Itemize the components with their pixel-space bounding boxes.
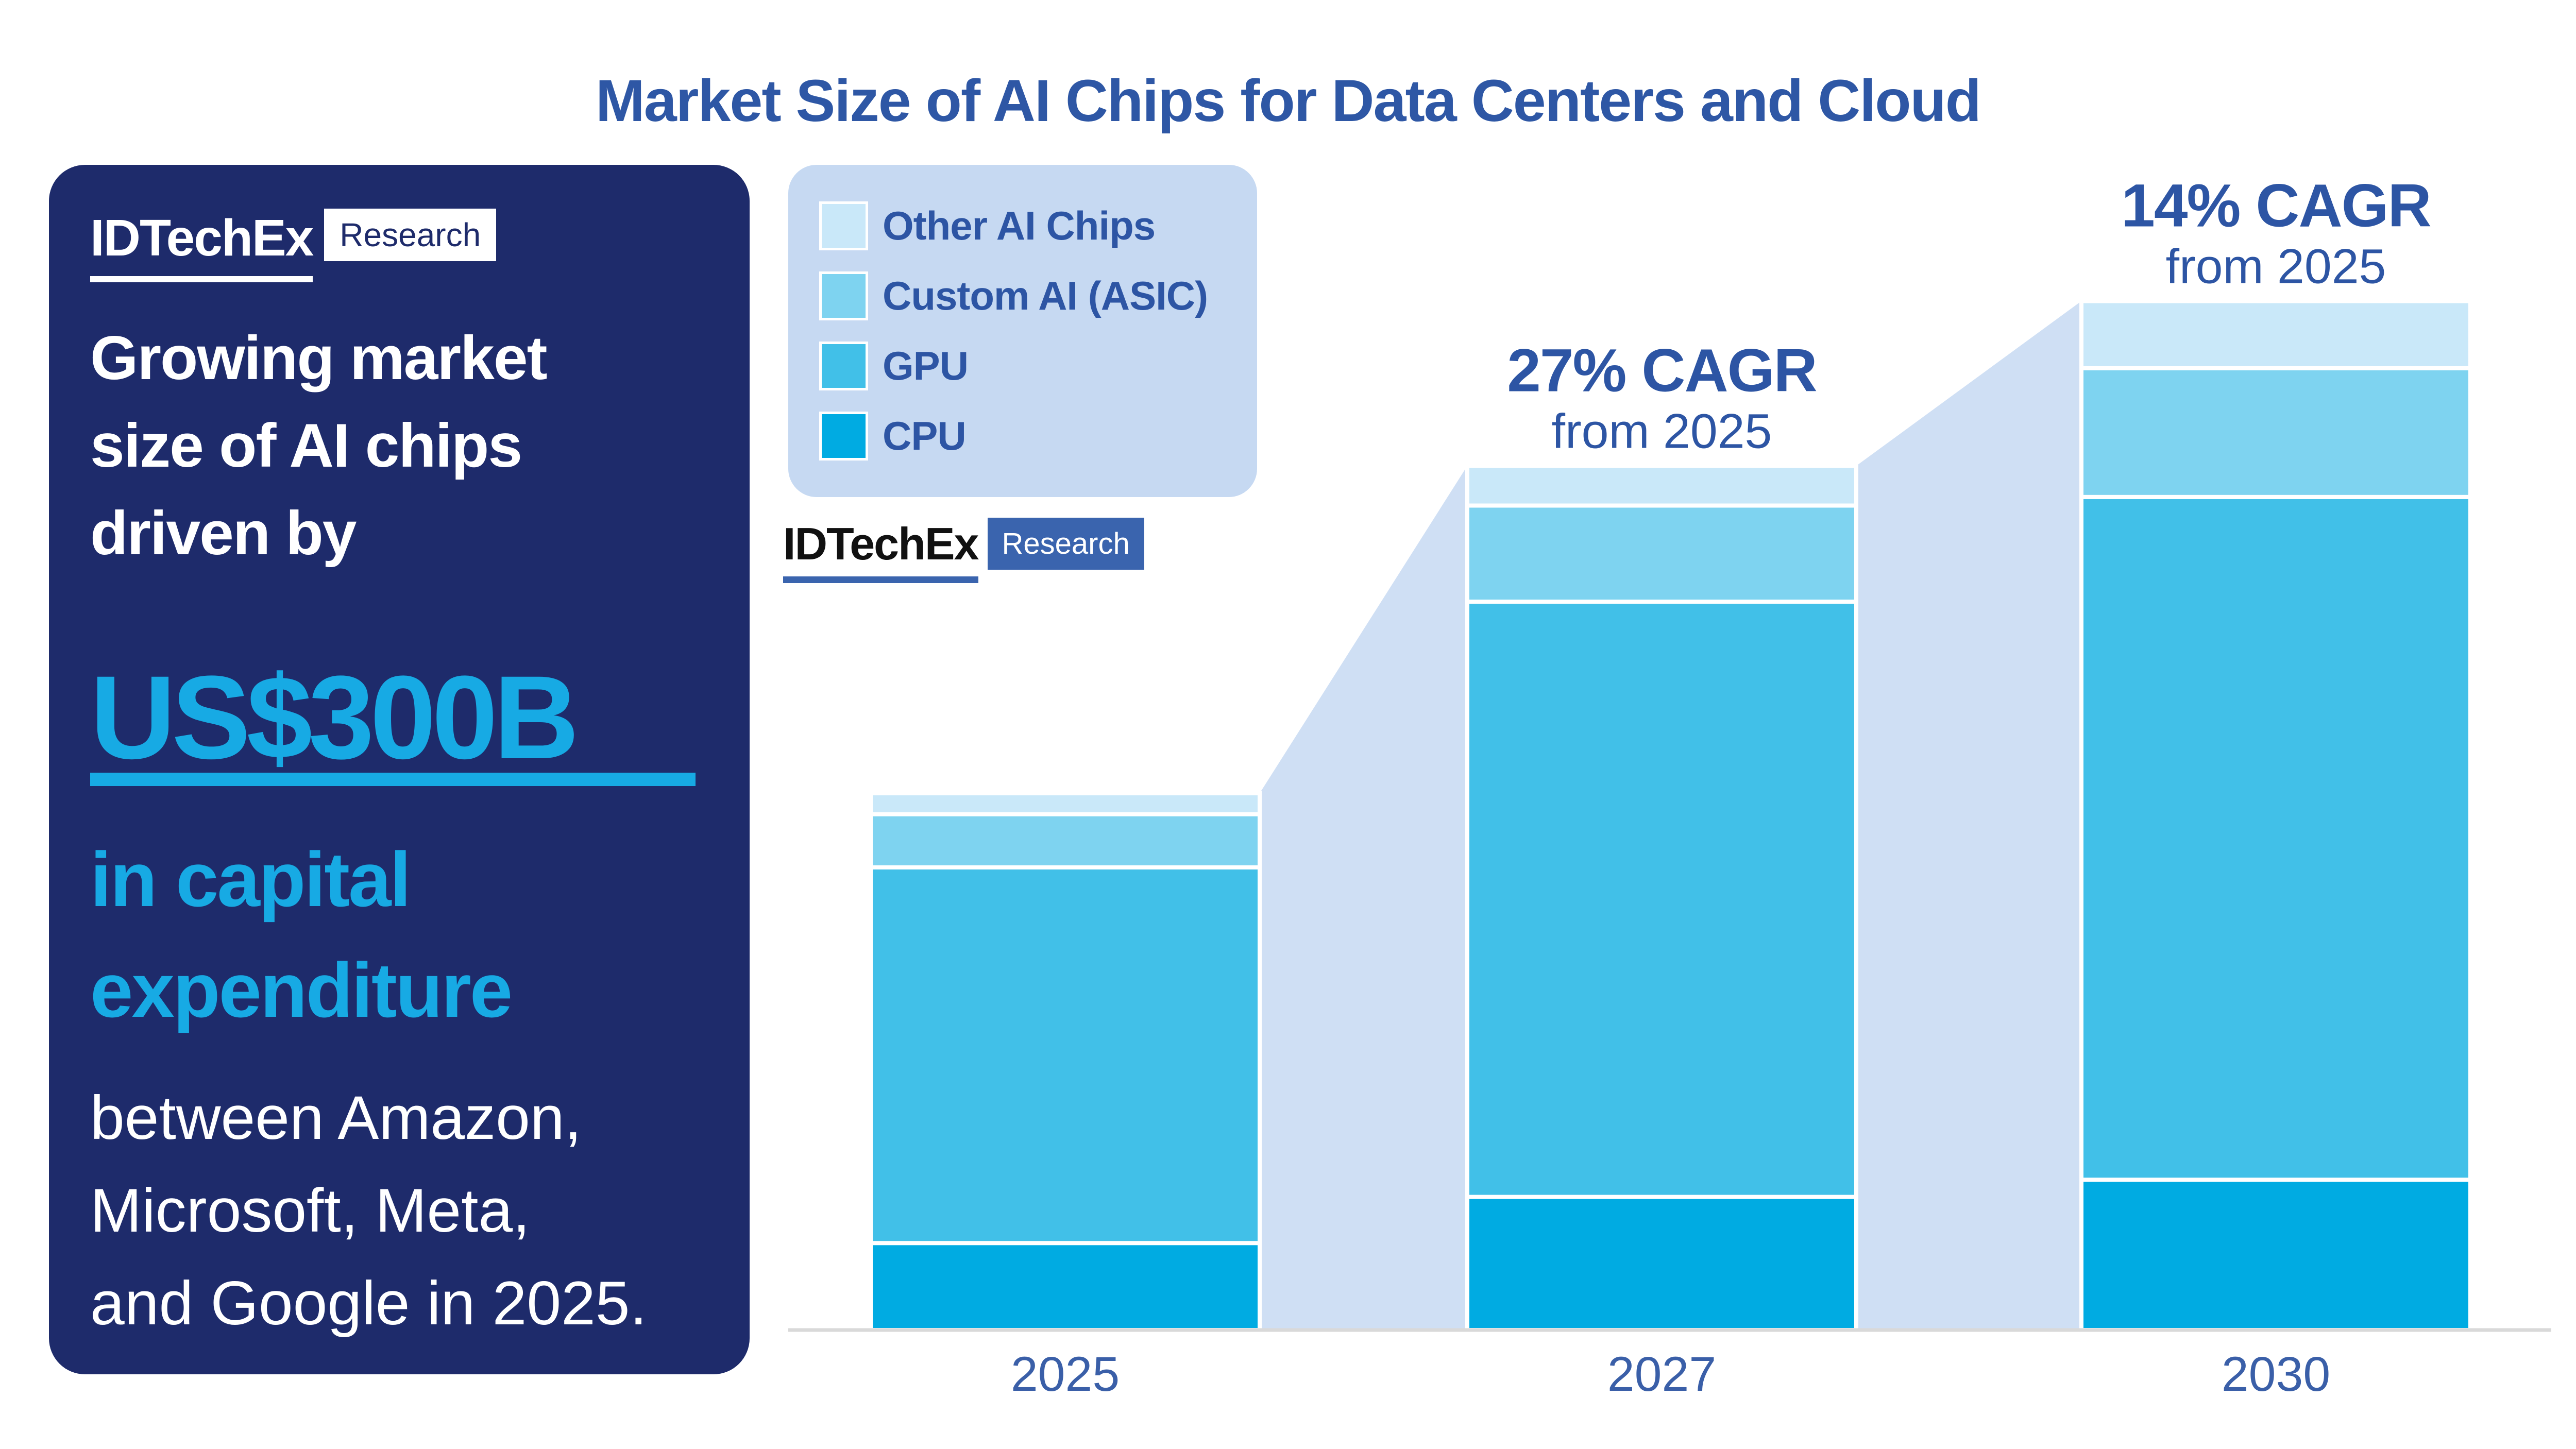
bar-segment-2030-custom-ai-asic- xyxy=(2079,366,2472,499)
legend-swatch-other-ai-chips xyxy=(819,201,868,250)
card-body-text: between Amazon, Microsoft, Meta, and Goo… xyxy=(90,1071,647,1350)
bar-segment-2027-other-ai-chips xyxy=(1465,464,1858,508)
card-subhead-line: expenditure xyxy=(90,947,513,1033)
card-logo: IDTechEx Research xyxy=(90,209,497,282)
card-intro-line: size of AI chips xyxy=(90,411,522,480)
watermark-logo: IDTechEx Research xyxy=(783,518,1144,583)
legend-swatch-custom-ai-asic xyxy=(819,271,868,320)
legend-item-other-ai-chips: Other AI Chips xyxy=(819,201,1257,250)
bar-segment-2025-gpu xyxy=(869,865,1262,1246)
card-highlight-value: US$300B xyxy=(90,651,579,783)
brand-wordmark: IDTechEx xyxy=(90,209,314,282)
watermark-research-badge: Research xyxy=(987,518,1144,570)
cagr-annotation-2027: 27% CAGR xyxy=(1507,336,1816,404)
chart-legend: Other AI Chips Custom AI (ASIC) GPU CPU xyxy=(788,165,1257,497)
legend-label: Other AI Chips xyxy=(883,203,1156,248)
card-subhead-text: in capital expenditure xyxy=(90,824,513,1046)
bar-segment-2027-cpu xyxy=(1465,1195,1858,1332)
bar-segment-2025-cpu xyxy=(869,1241,1262,1333)
bar-segment-2027-custom-ai-asic- xyxy=(1465,503,1858,604)
legend-item-cpu: CPU xyxy=(819,412,1257,461)
info-card: IDTechEx Research Growing market size of… xyxy=(49,165,750,1374)
bar-segment-2025-other-ai-chips xyxy=(869,791,1262,816)
page-title: Market Size of AI Chips for Data Centers… xyxy=(595,68,1981,134)
legend-swatch-gpu xyxy=(819,342,868,390)
bar-segment-2027-gpu xyxy=(1465,600,1858,1199)
watermark-wordmark: IDTechEx xyxy=(783,518,979,583)
legend-swatch-cpu xyxy=(819,412,868,461)
legend-label: Custom AI (ASIC) xyxy=(883,273,1208,318)
legend-label: GPU xyxy=(883,343,969,388)
brand-research-badge: Research xyxy=(324,209,497,261)
x-axis-label-2027: 2027 xyxy=(1607,1347,1716,1402)
card-subhead-line: in capital xyxy=(90,836,411,923)
cagr-annotation-sub-2027: from 2025 xyxy=(1552,404,1772,458)
card-accent-divider xyxy=(90,773,696,786)
card-intro-text: Growing market size of AI chips driven b… xyxy=(90,314,548,577)
card-intro-line: Growing market xyxy=(90,323,548,393)
x-axis-label-2030: 2030 xyxy=(2222,1347,2330,1402)
ribbon xyxy=(1260,466,1467,1330)
cagr-annotation-2030: 14% CAGR xyxy=(2121,172,2430,240)
bar-segment-2030-other-ai-chips xyxy=(2079,299,2472,370)
ribbon xyxy=(1856,301,2081,1330)
legend-label: CPU xyxy=(883,413,967,458)
card-intro-line: driven by xyxy=(90,499,357,568)
card-body-line: and Google in 2025. xyxy=(90,1269,647,1338)
x-axis-label-2025: 2025 xyxy=(1011,1347,1120,1402)
bar-segment-2030-gpu xyxy=(2079,495,2472,1182)
cagr-annotation-sub-2030: from 2025 xyxy=(2166,239,2386,294)
bar-segment-2030-cpu xyxy=(2079,1178,2472,1332)
legend-item-gpu: GPU xyxy=(819,342,1257,390)
legend-item-custom-ai-asic: Custom AI (ASIC) xyxy=(819,271,1257,320)
card-body-line: Microsoft, Meta, xyxy=(90,1176,530,1245)
bar-segment-2025-custom-ai-asic- xyxy=(869,812,1262,870)
card-body-line: between Amazon, xyxy=(90,1083,582,1152)
